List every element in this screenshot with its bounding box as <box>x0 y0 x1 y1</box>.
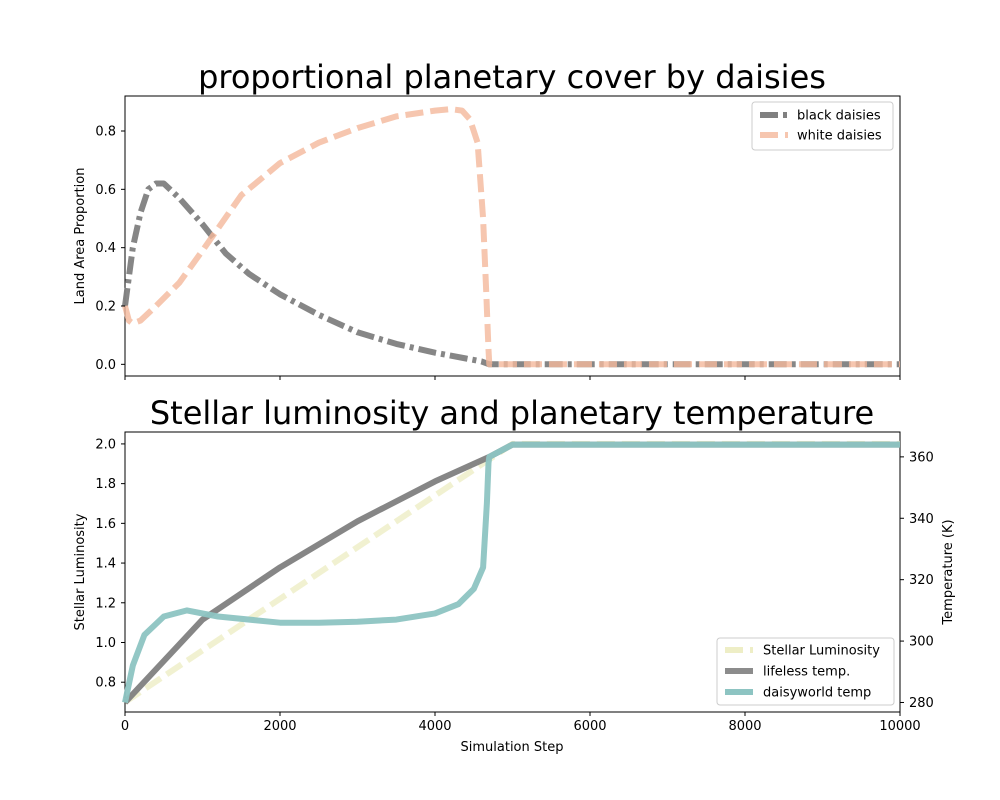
y-tick-label: 1.2 <box>95 596 116 611</box>
top-plot-lines <box>122 106 900 368</box>
y2-tick-label: 360 <box>909 450 934 465</box>
y2-tick-label: 300 <box>909 635 934 650</box>
top-y-ticks: 0.0 0.2 0.4 0.6 0.8 <box>95 125 125 373</box>
top-chart-title: proportional planetary cover by daisies <box>198 58 826 96</box>
bottom-y2-axis-label: Temperature (K) <box>941 519 956 625</box>
x-tick-label: 6000 <box>573 719 606 734</box>
y-tick-label: 0.8 <box>95 676 116 691</box>
top-plot-frame <box>124 95 901 377</box>
top-x-ticks <box>124 376 901 380</box>
x-tick-label: 4000 <box>418 719 451 734</box>
bottom-y-axis-label: Stellar Luminosity <box>73 513 88 630</box>
series-line-black-daisies <box>122 180 900 368</box>
bottom-right-y-ticks: 280 300 320 340 360 <box>900 450 934 711</box>
bottom-left-y-ticks: 0.8 1.0 1.2 1.4 1.6 1.8 2.0 <box>95 437 125 691</box>
y2-tick-label: 340 <box>909 512 934 527</box>
y-tick-label: 2.0 <box>95 437 116 452</box>
x-tick-label: 0 <box>121 719 129 734</box>
y-tick-label: 0.8 <box>95 125 116 140</box>
top-panel: proportional planetary cover by daisies … <box>73 58 901 380</box>
bottom-x-ticks: 0 2000 4000 6000 8000 10000 <box>121 712 921 734</box>
bottom-x-axis-label: Simulation Step <box>461 740 564 755</box>
y-tick-label: 1.0 <box>95 636 116 651</box>
bottom-legend: Stellar Luminosity lifeless temp. daisyw… <box>716 637 895 706</box>
y-tick-label: 1.4 <box>95 557 116 572</box>
y-tick-label: 1.8 <box>95 477 116 492</box>
y2-tick-label: 280 <box>909 696 934 711</box>
bottom-panel: Stellar luminosity and planetary tempera… <box>73 394 956 755</box>
legend-label-stellar-luminosity: Stellar Luminosity <box>763 644 880 659</box>
top-y-axis-label: Land Area Proportion <box>73 168 88 305</box>
y-tick-label: 0.4 <box>95 241 116 256</box>
x-tick-label: 10000 <box>879 719 920 734</box>
legend-label-lifeless-temp: lifeless temp. <box>763 665 850 680</box>
series-line-white-daisies <box>122 106 900 368</box>
bottom-chart-title: Stellar luminosity and planetary tempera… <box>150 394 874 432</box>
legend-label-daisyworld-temp: daisyworld temp <box>763 686 871 701</box>
y-tick-label: 0.0 <box>95 358 116 373</box>
bottom-legend-box <box>716 637 895 706</box>
x-tick-label: 2000 <box>263 719 296 734</box>
top-legend: black daisies white daisies <box>751 101 894 151</box>
bottom-plot-frame <box>124 431 901 713</box>
bottom-plot-lines <box>122 440 900 705</box>
legend-label-black-daisies: black daisies <box>797 109 881 124</box>
x-tick-label: 8000 <box>728 719 761 734</box>
legend-label-white-daisies: white daisies <box>797 129 882 144</box>
series-line-daisyworld-temp <box>122 441 900 704</box>
y-tick-label: 1.6 <box>95 517 116 532</box>
y-tick-label: 0.6 <box>95 183 116 198</box>
y-tick-label: 0.2 <box>95 300 116 315</box>
y2-tick-label: 320 <box>909 573 934 588</box>
